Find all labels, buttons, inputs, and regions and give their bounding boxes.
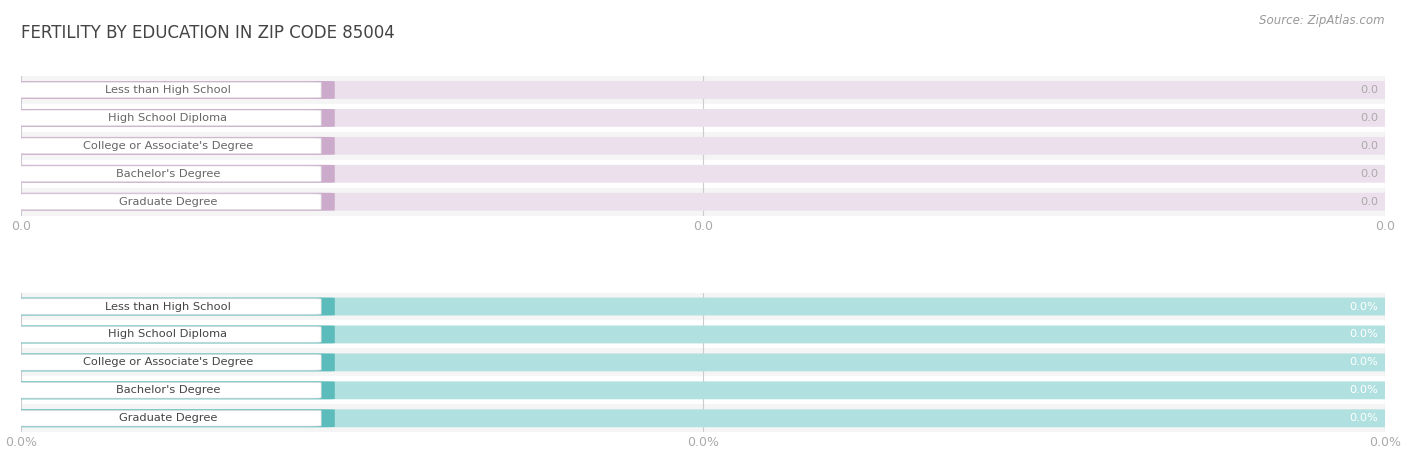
Text: 0.0%: 0.0% (1350, 330, 1378, 340)
Text: 0.0: 0.0 (1360, 113, 1378, 123)
Text: College or Associate's Degree: College or Associate's Degree (83, 357, 253, 367)
Bar (21, 376, 1385, 404)
FancyBboxPatch shape (7, 193, 1399, 211)
FancyBboxPatch shape (7, 409, 1399, 427)
Bar (21, 160, 1385, 188)
Bar (21, 104, 1385, 132)
Text: 0.0%: 0.0% (1350, 357, 1378, 367)
FancyBboxPatch shape (7, 81, 335, 99)
FancyBboxPatch shape (14, 299, 321, 314)
Text: Source: ZipAtlas.com: Source: ZipAtlas.com (1260, 14, 1385, 27)
FancyBboxPatch shape (7, 81, 1399, 99)
Bar (21, 132, 1385, 160)
FancyBboxPatch shape (14, 82, 321, 98)
FancyBboxPatch shape (7, 137, 335, 155)
FancyBboxPatch shape (7, 409, 335, 427)
FancyBboxPatch shape (7, 193, 335, 211)
Text: Less than High School: Less than High School (105, 302, 231, 312)
FancyBboxPatch shape (7, 297, 1399, 315)
FancyBboxPatch shape (7, 109, 335, 127)
Bar (21, 404, 1385, 432)
Bar (21, 293, 1385, 321)
FancyBboxPatch shape (7, 325, 1399, 343)
Text: Graduate Degree: Graduate Degree (118, 197, 217, 207)
FancyBboxPatch shape (7, 381, 335, 399)
FancyBboxPatch shape (7, 297, 335, 315)
Text: High School Diploma: High School Diploma (108, 113, 228, 123)
Text: 0.0%: 0.0% (1350, 302, 1378, 312)
Text: 0.0%: 0.0% (1350, 413, 1378, 423)
FancyBboxPatch shape (14, 110, 321, 126)
Text: 0.0%: 0.0% (1350, 385, 1378, 395)
Bar (21, 76, 1385, 104)
Bar (21, 188, 1385, 216)
Text: 0.0: 0.0 (1360, 169, 1378, 179)
FancyBboxPatch shape (7, 165, 1399, 183)
Text: High School Diploma: High School Diploma (108, 330, 228, 340)
Text: 0.0: 0.0 (1360, 85, 1378, 95)
FancyBboxPatch shape (7, 109, 1399, 127)
Text: Bachelor's Degree: Bachelor's Degree (115, 385, 219, 395)
FancyBboxPatch shape (14, 410, 321, 426)
FancyBboxPatch shape (7, 353, 1399, 371)
FancyBboxPatch shape (7, 165, 335, 183)
Text: 0.0: 0.0 (1360, 141, 1378, 151)
FancyBboxPatch shape (7, 381, 1399, 399)
FancyBboxPatch shape (14, 138, 321, 154)
FancyBboxPatch shape (14, 382, 321, 398)
Text: College or Associate's Degree: College or Associate's Degree (83, 141, 253, 151)
Bar (21, 349, 1385, 376)
FancyBboxPatch shape (14, 166, 321, 181)
FancyBboxPatch shape (7, 325, 335, 343)
Bar (21, 321, 1385, 349)
FancyBboxPatch shape (7, 353, 335, 371)
Text: 0.0: 0.0 (1360, 197, 1378, 207)
Text: Less than High School: Less than High School (105, 85, 231, 95)
Text: Bachelor's Degree: Bachelor's Degree (115, 169, 219, 179)
FancyBboxPatch shape (14, 194, 321, 209)
Text: Graduate Degree: Graduate Degree (118, 413, 217, 423)
Text: FERTILITY BY EDUCATION IN ZIP CODE 85004: FERTILITY BY EDUCATION IN ZIP CODE 85004 (21, 24, 395, 42)
FancyBboxPatch shape (14, 327, 321, 342)
FancyBboxPatch shape (14, 354, 321, 370)
FancyBboxPatch shape (7, 137, 1399, 155)
